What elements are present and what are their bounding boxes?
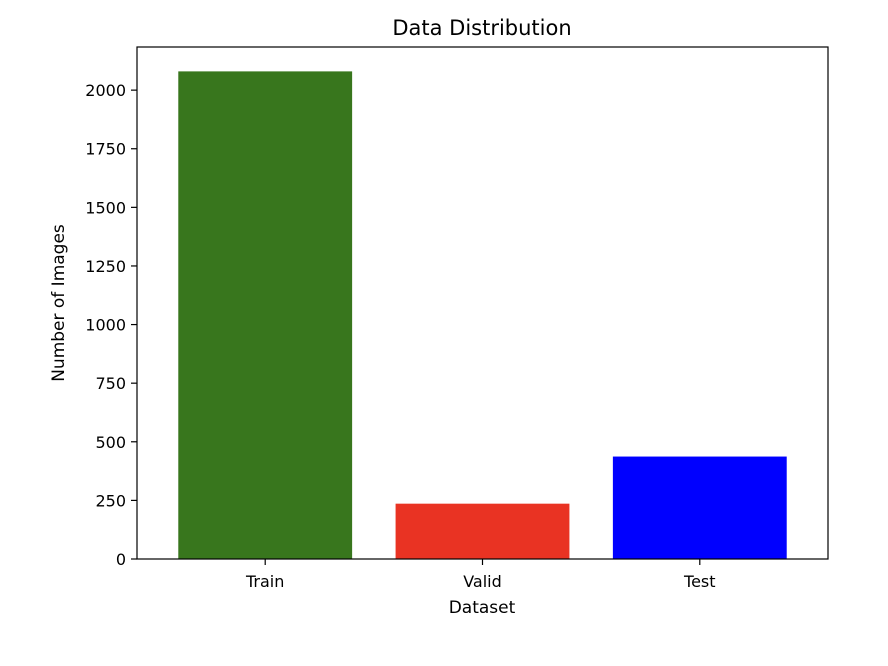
- y-axis-ticks: 0 250 500 750 1000 1250 1500 1750 2000: [85, 81, 137, 569]
- y-tick-label: 500: [95, 433, 126, 452]
- x-axis-label: Dataset: [449, 598, 516, 618]
- y-tick-label: 2000: [85, 81, 126, 100]
- y-tick-label: 1000: [85, 316, 126, 335]
- y-tick-label: 1500: [85, 198, 126, 217]
- x-tick-label: Test: [683, 572, 716, 591]
- x-axis-ticks: Train Valid Test: [245, 559, 716, 591]
- bars-group: [178, 71, 787, 559]
- chart-title: Data Distribution: [392, 16, 571, 40]
- y-tick-label: 0: [116, 550, 126, 569]
- y-tick-label: 1750: [85, 140, 126, 159]
- plot-border: [136, 46, 829, 560]
- x-tick-label: Valid: [463, 572, 502, 591]
- y-tick-label: 750: [95, 374, 126, 393]
- y-tick-label: 1250: [85, 257, 126, 276]
- bar-test: [612, 456, 787, 559]
- bar-train: [178, 71, 353, 559]
- x-tick-label: Train: [245, 572, 284, 591]
- y-axis-label: Number of Images: [49, 224, 69, 382]
- y-tick-label: 250: [95, 491, 126, 510]
- bar-valid: [395, 503, 570, 559]
